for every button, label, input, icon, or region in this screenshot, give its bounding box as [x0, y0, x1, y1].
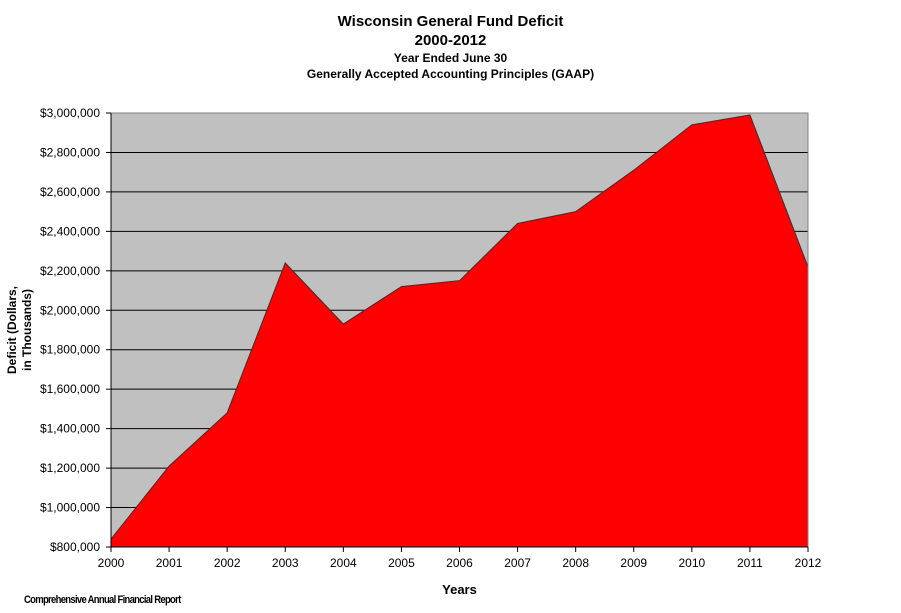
- x-tick-label: 2010: [678, 556, 705, 570]
- x-tick-label: 2005: [388, 556, 415, 570]
- y-tick-label: $1,400,000: [40, 422, 100, 436]
- chart-title: Wisconsin General Fund Deficit: [337, 13, 564, 30]
- x-tick-label: 2002: [214, 556, 241, 570]
- y-axis-title: Deficit (Dollars,in Thousands): [5, 286, 34, 374]
- y-tick-label: $2,400,000: [40, 224, 100, 238]
- area-series: [110, 114, 809, 548]
- x-tick-label: 2000: [98, 556, 125, 570]
- x-axis: 2000 2001 2002 2003 2004 2005 2006 2007 2008 2009…: [98, 546, 822, 570]
- y-tick-label: $800,000: [50, 540, 100, 554]
- x-tick-label: 2003: [272, 556, 299, 570]
- y-tick-label: $2,000,000: [40, 303, 100, 317]
- y-tick-label: $1,200,000: [40, 461, 100, 475]
- x-tick-label: 2001: [156, 556, 183, 570]
- x-tick-label: 2009: [620, 556, 647, 570]
- x-tick-label: 2008: [562, 556, 589, 570]
- y-tick-label: $1,600,000: [40, 382, 100, 396]
- chart-subtitle: 2000-2012: [414, 32, 487, 49]
- x-tick-label: 2004: [330, 556, 357, 570]
- y-tick-label: $1,800,000: [40, 343, 100, 357]
- x-tick-label: 2011: [737, 556, 763, 570]
- chart-subtitle-accounting: Generally Accepted Accounting Principles…: [306, 67, 595, 81]
- y-tick-label: $2,800,000: [40, 145, 100, 159]
- source-note: Comprehensive Annual Financial Report: [24, 594, 181, 606]
- x-tick-label: 2007: [504, 556, 531, 570]
- y-tick-label: $3,000,000: [40, 106, 100, 120]
- x-axis-title: Years: [442, 582, 477, 597]
- y-axis: $800,000 $1,000,000 $1,200,000 $1,400,000 $1…: [40, 106, 112, 554]
- y-tick-label: $2,200,000: [40, 264, 100, 278]
- y-axis-title-line: Deficit (Dollars,: [5, 286, 19, 374]
- chart-subtitle-fiscal-year: Year Ended June 30: [393, 51, 508, 65]
- y-tick-label: $2,600,000: [40, 185, 100, 199]
- x-tick-label: 2006: [446, 556, 473, 570]
- y-axis-title-line: in Thousands): [20, 289, 34, 371]
- y-tick-label: $1,000,000: [40, 501, 100, 515]
- x-tick-label: 2012: [795, 556, 822, 570]
